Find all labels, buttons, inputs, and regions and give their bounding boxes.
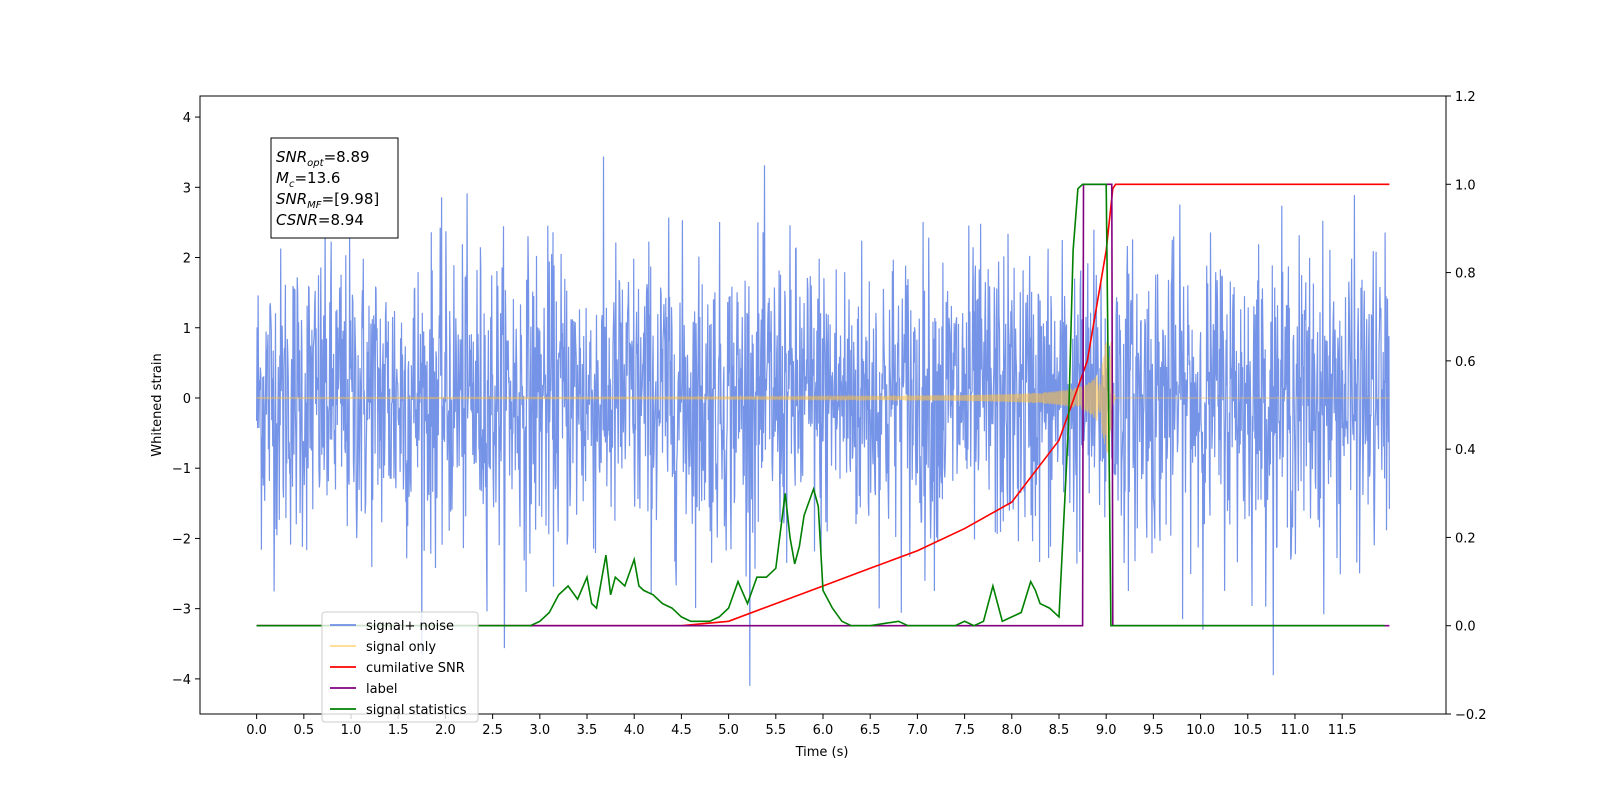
x-tick-label: 5.5 (765, 723, 786, 738)
legend-label: signal only (366, 640, 436, 655)
y-axis-left: 4 3 2 1 0 −1 −2 −3 −4 (172, 111, 200, 688)
annotation-symbol: SNR (276, 148, 307, 166)
x-tick-label: 2.5 (482, 723, 503, 738)
y2-tick-label: 1.2 (1455, 90, 1476, 105)
x-tick-label: 9.5 (1143, 723, 1164, 738)
annotation-subscript: MF (307, 200, 322, 211)
y-axis-label: Whitened strain (150, 353, 165, 456)
y-tick-label: 4 (183, 111, 191, 126)
y2-tick-label: 0.8 (1455, 267, 1476, 282)
plot-data-layer (256, 156, 1390, 686)
annotation-symbol: CSNR (276, 211, 318, 229)
legend-label: signal statistics (366, 703, 467, 718)
x-tick-label: 9.0 (1096, 723, 1117, 738)
x-tick-label: 11.0 (1280, 723, 1309, 738)
legend-frame (321, 611, 479, 723)
legend-item: cumilative SNR (330, 661, 465, 676)
y-tick-label: 2 (183, 252, 191, 267)
legend-item: label (330, 682, 397, 697)
legend-label: signal+ noise (366, 619, 454, 634)
x-tick-label: 0.0 (246, 723, 267, 738)
x-tick-label: 10.0 (1186, 723, 1215, 738)
legend-item: signal+ noise (330, 619, 454, 634)
x-tick-label: 8.0 (1001, 723, 1022, 738)
y2-tick-label: 0.2 (1455, 531, 1476, 546)
x-tick-label: 4.5 (671, 723, 692, 738)
y2-tick-label: 0.0 (1455, 620, 1476, 635)
y2-tick-label: 0.6 (1455, 355, 1476, 370)
annotation-line: SNRMF=[9.98] (276, 190, 379, 211)
legend-label: label (366, 682, 397, 697)
x-tick-label: 5.0 (718, 723, 739, 738)
x-tick-label: 8.5 (1049, 723, 1070, 738)
legend-item: signal statistics (330, 703, 467, 718)
legend-label: cumilative SNR (366, 661, 465, 676)
annotation-symbol: SNR (276, 190, 307, 208)
legend-item: signal only (330, 640, 436, 655)
y2-tick-label: −0.2 (1455, 708, 1487, 723)
annotation-line: Mc=13.6 (276, 169, 340, 190)
x-tick-label: 6.0 (813, 723, 834, 738)
annotation-line: CSNR=8.94 (276, 211, 364, 229)
y-tick-label: −2 (172, 532, 191, 547)
x-tick-label: 11.5 (1328, 723, 1357, 738)
annotation-symbol: M (276, 169, 289, 187)
legend: signal+ noise signal only cumilative SNR la… (321, 611, 479, 723)
x-tick-label: 1.5 (388, 723, 409, 738)
x-tick-label: 10.5 (1233, 723, 1262, 738)
series-signal-statistics (256, 183, 1385, 627)
x-tick-label: 0.5 (293, 723, 314, 738)
y-tick-label: −1 (172, 462, 191, 477)
y-tick-label: 0 (183, 392, 191, 407)
annotation-value: =8.89 (324, 148, 370, 166)
annotation-subscript: opt (307, 158, 324, 169)
series-signal-plus-noise (256, 156, 1390, 686)
annotation-value: =[9.98] (322, 190, 380, 208)
y2-tick-label: 1.0 (1455, 178, 1476, 193)
y-tick-label: −4 (172, 673, 191, 688)
annotation-value: =13.6 (294, 169, 340, 187)
annotation-value: =8.94 (318, 211, 364, 229)
x-tick-label: 4.0 (624, 723, 645, 738)
y-axis-right: 1.2 1.0 0.8 0.6 0.4 0.2 0.0 −0.2 (1446, 90, 1487, 723)
y-tick-label: −3 (172, 603, 191, 618)
x-tick-label: 7.5 (954, 723, 975, 738)
x-axis: 0.0 0.5 1.0 1.5 2.0 2.5 3.0 3.5 4.0 4.5 5.0 5.5 6.0 6… (246, 714, 1357, 738)
annotation-frame (270, 137, 399, 239)
x-tick-label: 2.0 (435, 723, 456, 738)
y2-tick-label: 0.4 (1455, 443, 1476, 458)
series-signal-only (256, 341, 1390, 455)
annotation-subscript: c (289, 179, 295, 190)
x-tick-label: 6.5 (860, 723, 881, 738)
x-axis-label: Time (s) (795, 745, 849, 760)
annotation-line: SNRopt=8.89 (276, 148, 370, 169)
x-tick-label: 3.0 (529, 723, 550, 738)
x-tick-label: 7.0 (907, 723, 928, 738)
y-tick-label: 3 (183, 181, 191, 196)
y-tick-label: 1 (183, 322, 191, 337)
series-cumilative-snr (256, 183, 1390, 627)
x-tick-label: 3.5 (577, 723, 598, 738)
x-tick-label: 1.0 (341, 723, 362, 738)
